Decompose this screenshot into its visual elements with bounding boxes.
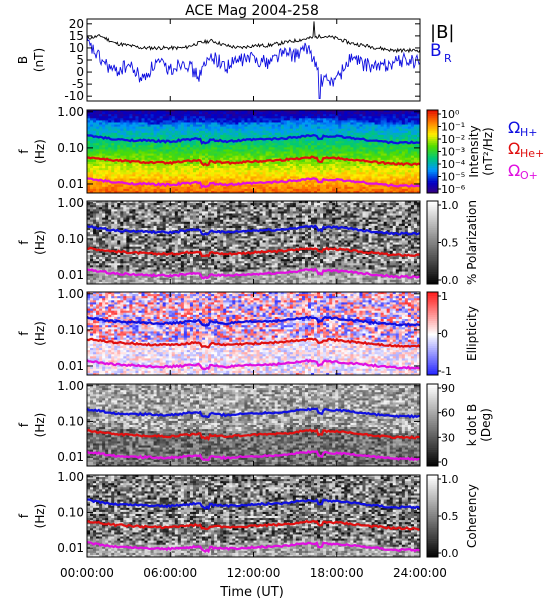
freq-tick-label: 1.00 <box>57 470 84 484</box>
freq-tick-label: 1.00 <box>57 196 84 210</box>
freq-ylabel-unit: (Hz) <box>33 230 47 255</box>
freq-tick-label: 0.10 <box>57 323 84 337</box>
freq-tick-label: 0.01 <box>57 177 84 191</box>
colorbar-label: (nT²/Hz) <box>481 127 495 175</box>
freq-tick-label: 1.00 <box>57 287 84 301</box>
kdotb-colorbar: 90 60 30 0 k dot B (Deg) <box>427 382 493 469</box>
freq-ylabel: f <box>17 149 31 154</box>
colorbar-label: Intensity <box>467 125 481 177</box>
colorbar-tick-label: 30 <box>441 431 455 444</box>
time-tick-label: 18:00:00 <box>310 566 364 580</box>
x-axis-label: Time (UT) <box>219 585 284 600</box>
colorbar-tick-label: 10⁻⁴ <box>441 158 466 171</box>
gyro-labels: Ω H+Ω He+Ω O+ <box>508 118 544 182</box>
legend-br: B <box>430 41 442 61</box>
freq-tick-label: 0.10 <box>57 505 84 519</box>
intensity-panel: 1.00 0.10 0.01 f (Hz) 10⁰10⁻¹10⁻²10⁻³10⁻⁴10⁻⁵… <box>17 105 495 196</box>
colorbar-tick-label: 10⁻¹ <box>441 121 465 134</box>
polarization-heatmap <box>87 201 420 284</box>
colorbar-tick-label: 0 <box>441 456 448 469</box>
freq-ylabel-unit: (Hz) <box>33 139 47 164</box>
colorbar-tick-label: 10⁻² <box>441 133 465 146</box>
coherency-colorbar: 1.0 0.5 0.0 Coherency <box>427 473 479 560</box>
colorbar-label: (Deg) <box>479 408 493 442</box>
freq-ylabel-unit: (Hz) <box>33 413 47 438</box>
colorbar-tick-label: 90 <box>441 382 455 395</box>
gyro-label-H: Ω <box>508 118 520 137</box>
gyro-label-sub-He: He+ <box>520 147 544 160</box>
colorbar-label: Ellipticity <box>465 306 479 361</box>
colorbar-tick-label: 0.0 <box>441 274 459 287</box>
field-tick-label: -10 <box>64 89 84 103</box>
figure-title: ACE Mag 2004-258 <box>185 3 319 19</box>
colorbar-tick-label: 0.0 <box>441 547 459 560</box>
gyro-label-sub-H: H+ <box>520 126 538 139</box>
ellipticity-colorbar: 1 0 -1 Ellipticity <box>427 290 479 378</box>
colorbar-tick-label: 10⁻⁶ <box>441 183 466 196</box>
colorbar-tick-label: 10⁻³ <box>441 146 465 159</box>
colorbar-tick-label: 1.0 <box>441 199 459 212</box>
field-ylabel-unit: (nT) <box>32 48 46 72</box>
ellipticity-heatmap <box>87 292 420 375</box>
polarization-colorbar: 1.0 0.5 0.0 % Polarization <box>427 199 479 287</box>
gyro-label-O: Ω <box>508 161 520 180</box>
legend-br-sub: R <box>444 52 452 65</box>
kdotb-heatmap <box>87 384 420 466</box>
field-frame <box>87 19 420 101</box>
freq-tick-label: 1.00 <box>57 105 84 119</box>
freq-tick-label: 0.10 <box>57 141 84 155</box>
freq-ylabel-unit: (Hz) <box>33 504 47 529</box>
kdotb-panel: 1.00 0.10 0.01 f (Hz) 90 60 30 0 k dot B (Deg) <box>17 379 493 469</box>
freq-ylabel: f <box>17 513 31 518</box>
colorbar-tick-label: 60 <box>441 407 455 420</box>
colorbar-tick-label: 10⁻⁵ <box>441 171 465 184</box>
gyro-label-sub-O: O+ <box>520 169 538 182</box>
time-tick-label: 06:00:00 <box>143 566 197 580</box>
coherency-heatmap <box>87 475 420 557</box>
freq-tick-label: 0.10 <box>57 414 84 428</box>
freq-ylabel: f <box>17 422 31 427</box>
ellipticity-panel: 1.00 0.10 0.01 f (Hz) 1 0 -1 Ellipticity <box>17 287 479 378</box>
colorbar-label: Coherency <box>465 484 479 548</box>
field-ylabel: B <box>16 56 30 64</box>
coherency-panel: 1.00 0.10 0.01 f (Hz) 1.0 0.5 0.0 Coherency <box>17 470 479 560</box>
colorbar-tick-label: 1 <box>441 290 448 303</box>
freq-ylabel-unit: (Hz) <box>33 321 47 346</box>
freq-tick-label: 0.10 <box>57 232 84 246</box>
freq-ylabel: f <box>17 331 31 336</box>
colorbar-tick-label: -1 <box>441 365 452 378</box>
colorbar-tick-label: 0 <box>441 328 448 341</box>
colorbar-tick-label: 10⁰ <box>441 108 460 121</box>
freq-tick-label: 0.01 <box>57 541 84 555</box>
field-series-bmag <box>87 21 420 52</box>
colorbar-tick-label: 0.5 <box>441 510 459 523</box>
freq-tick-label: 0.01 <box>57 359 84 373</box>
freq-tick-label: 0.01 <box>57 268 84 282</box>
colorbar-tick-label: 0.5 <box>441 237 459 250</box>
intensity-heatmap <box>87 110 420 193</box>
time-tick-label: 00:00:00 <box>60 566 114 580</box>
legend-bmag: |B| <box>430 22 454 43</box>
gyro-label-He: Ω <box>508 139 520 158</box>
colorbar-label: % Polarization <box>465 200 479 285</box>
time-tick-label: 24:00:00 <box>393 566 447 580</box>
freq-tick-label: 1.00 <box>57 379 84 393</box>
freq-tick-label: 0.01 <box>57 450 84 464</box>
colorbar-label: k dot B <box>465 404 479 446</box>
freq-ylabel: f <box>17 240 31 245</box>
polarization-panel: 1.00 0.10 0.01 f (Hz) 1.0 0.5 0.0 % Polarization <box>17 196 479 287</box>
time-tick-label: 12:00:00 <box>227 566 281 580</box>
colorbar-tick-label: 1.0 <box>441 473 459 486</box>
